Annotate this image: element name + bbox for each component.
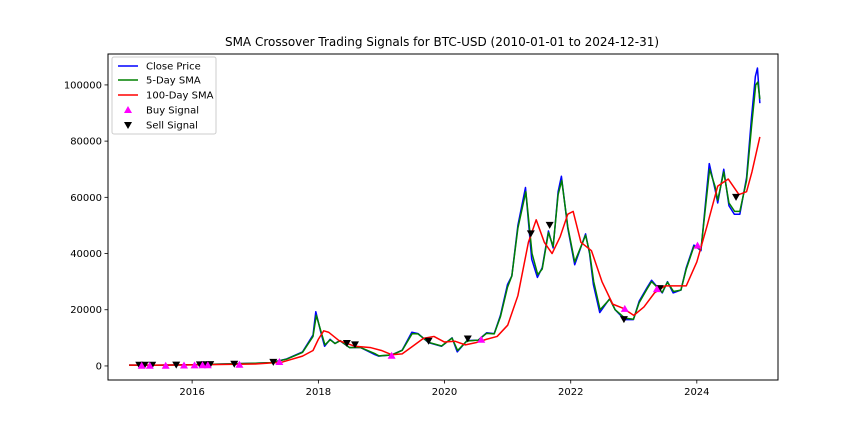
buy-signal-marker	[137, 361, 146, 369]
sell-signal-marker	[172, 361, 181, 369]
buy-signal-marker	[235, 360, 244, 368]
legend-sell-signal-marker	[124, 122, 132, 129]
y-tick-label: 100000	[64, 80, 102, 91]
x-tick-label: 2024	[684, 387, 709, 398]
y-tick-label: 80000	[70, 137, 102, 148]
legend-5-day-sma-label: 5-Day SMA	[146, 76, 201, 87]
legend-close-price-label: Close Price	[146, 62, 201, 73]
sell-signal-marker	[342, 339, 351, 347]
buy-signal-marker	[179, 361, 188, 369]
series-line-100-day-sma	[129, 136, 761, 366]
legend-box	[111, 56, 217, 135]
sell-signal-marker	[526, 230, 535, 238]
legend-100-day-sma-label: 100-Day SMA	[146, 91, 214, 102]
y-tick-label: 40000	[70, 249, 102, 260]
buy-signal-marker	[652, 285, 661, 293]
sell-signal-marker	[545, 221, 554, 229]
legend: Close Price 5-Day SMA 100-Day SMA Buy Si…	[111, 56, 217, 135]
buy-signal-marker	[190, 361, 199, 369]
chart-title: SMA Crossover Trading Signals for BTC-US…	[225, 35, 659, 49]
x-tick-label: 2016	[179, 387, 204, 398]
sell-signal-marker	[424, 337, 433, 345]
buy-signal-marker	[145, 361, 154, 369]
y-axis: 0 20000 40000 60000 80000 100000	[64, 80, 108, 372]
buy-signal-marker	[620, 304, 629, 312]
buy-signal-marker	[477, 335, 486, 343]
x-tick-label: 2020	[432, 387, 457, 398]
sell-signal-marker	[269, 358, 278, 366]
sell-signal-marker	[463, 335, 472, 343]
plot-area	[108, 54, 778, 380]
sell-signal-marker	[230, 360, 239, 368]
x-axis: 2016 2018 2020 2022 2024	[179, 380, 710, 398]
buy-signal-marker	[275, 357, 284, 365]
x-tick-label: 2022	[558, 387, 583, 398]
buy-signal-marker	[387, 351, 396, 359]
buy-signal-marker	[161, 361, 170, 369]
legend-buy-signal-label: Buy Signal	[146, 106, 199, 117]
buy-signal-marker	[198, 361, 207, 369]
sell-signal-marker	[732, 193, 741, 201]
x-tick-label: 2018	[306, 387, 331, 398]
signal-layer	[135, 193, 741, 369]
y-tick-label: 0	[96, 361, 102, 372]
buy-signal-marker	[693, 241, 702, 249]
y-tick-label: 60000	[70, 193, 102, 204]
sell-signal-marker	[350, 341, 359, 349]
sell-signal-marker	[619, 316, 628, 324]
plot-frame	[107, 53, 779, 381]
y-tick-label: 20000	[70, 305, 102, 316]
buy-signal-marker	[203, 361, 212, 369]
legend-buy-signal-marker	[124, 106, 132, 113]
legend-sell-signal-label: Sell Signal	[146, 121, 198, 132]
